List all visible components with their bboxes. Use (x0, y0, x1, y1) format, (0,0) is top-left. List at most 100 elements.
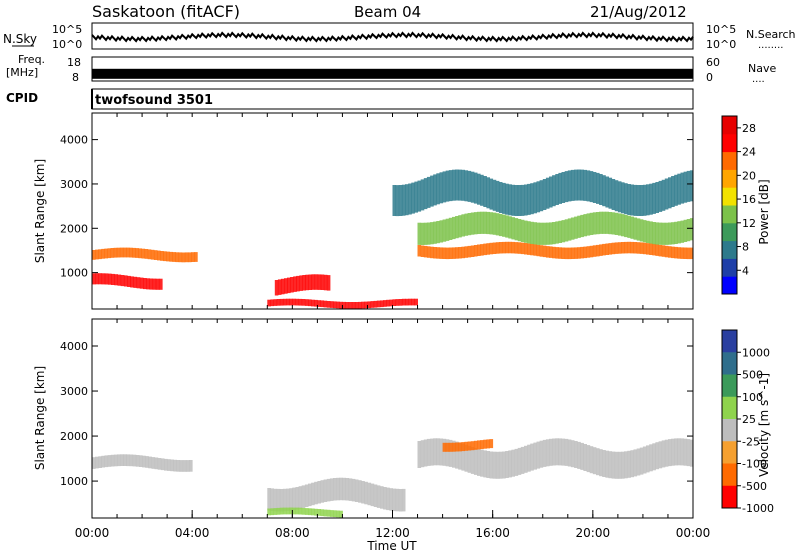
heatmap-cell (642, 184, 647, 216)
heatmap-cell (502, 182, 506, 214)
heatmap-cell (293, 276, 297, 292)
heatmap-cell (464, 444, 469, 472)
heatmap-cell (122, 247, 127, 258)
heatmap-cell (123, 454, 127, 466)
heatmap-cell (304, 299, 309, 306)
heatmap-cell (442, 171, 447, 203)
heatmap-cell (561, 220, 566, 243)
heatmap-cell (533, 244, 537, 256)
heatmap-cell (398, 185, 403, 216)
power-ylabel: Slant Range [km] (33, 159, 47, 263)
heatmap-cell (267, 508, 271, 516)
heatmap-cell (689, 218, 694, 241)
heatmap-cell (417, 441, 422, 468)
heatmap-cell (611, 212, 616, 235)
heatmap-cell (392, 299, 397, 306)
heatmap-cell (311, 508, 315, 516)
heatmap-cell (617, 213, 622, 236)
heatmap-cell (636, 448, 641, 476)
heatmap-cell (680, 220, 685, 243)
heatmap-cell (602, 211, 606, 234)
heatmap-cell (652, 222, 656, 245)
heatmap-cell (361, 301, 365, 309)
heatmap-cell (320, 300, 325, 308)
heatmap-cell (181, 252, 186, 263)
heatmap-cell (455, 441, 459, 469)
heatmap-cell (308, 508, 312, 516)
heatmap-cell (533, 442, 537, 470)
heatmap-cell (279, 298, 284, 306)
heatmap-cell (649, 243, 653, 255)
heatmap-cell (592, 212, 597, 235)
heatmap-cell (533, 182, 537, 214)
heatmap-cell (135, 248, 139, 258)
heatmap-cell (646, 220, 650, 243)
heatmap-cell (439, 247, 444, 259)
colorbar-segment (722, 396, 737, 420)
heatmap-cell (533, 222, 537, 245)
colorbar-tick-label: 16 (742, 193, 756, 206)
heatmap-cell (539, 245, 544, 257)
heatmap-cell (514, 185, 519, 216)
heatmap-cell (311, 274, 316, 290)
heatmap-cell (689, 170, 694, 202)
heatmap-cell (658, 180, 663, 212)
heatmap-cell (655, 244, 659, 256)
heatmap-cell (392, 488, 397, 512)
heatmap-cell (405, 184, 409, 216)
heatmap-cell (473, 245, 478, 257)
heatmap-cell (517, 242, 522, 254)
x-tick-label: 08:00 (275, 526, 310, 540)
heatmap-cell (605, 211, 609, 234)
time-x-axis: 00:00 04:00 08:00 12:00 16:00 20:00 00:00 (75, 113, 710, 540)
heatmap-cell (194, 252, 198, 262)
heatmap-cell (655, 182, 659, 213)
heatmap-cell (430, 438, 434, 466)
heatmap-cell (677, 221, 681, 244)
heatmap-cell (367, 301, 372, 309)
heatmap-cell (323, 300, 328, 308)
heatmap-cell (323, 509, 328, 517)
heatmap-cell (674, 174, 678, 206)
heatmap-cell (589, 212, 594, 235)
heatmap-cell (414, 181, 418, 213)
heatmap-cell (586, 445, 591, 473)
heatmap-cell (433, 438, 437, 466)
heatmap-cell (376, 300, 381, 308)
heatmap-cell (508, 241, 512, 254)
heatmap-cell (339, 301, 343, 309)
heatmap-cell (586, 246, 591, 258)
cpid-label: CPID (6, 91, 38, 105)
heatmap-cell (116, 247, 121, 258)
heatmap-cell (642, 446, 647, 474)
heatmap-cell (689, 247, 694, 260)
heatmap-cell (642, 220, 647, 243)
heatmap-cell (138, 248, 142, 259)
heatmap-cell (126, 247, 130, 258)
heatmap-cell (104, 455, 109, 468)
colorbar-segment (722, 352, 737, 375)
heatmap-cell (611, 451, 616, 479)
heatmap-cell (386, 299, 390, 307)
heatmap-cell (320, 509, 325, 517)
nsearch-tick-top: 10^5 (706, 23, 736, 36)
heatmap-cell (273, 508, 278, 515)
heatmap-cell (680, 172, 685, 204)
colorbar-segment (722, 441, 737, 464)
heatmap-cell (445, 247, 450, 260)
heatmap-cell (680, 247, 685, 259)
heatmap-cell (658, 222, 663, 245)
heatmap-cell (282, 507, 287, 515)
heatmap-cell (107, 455, 112, 467)
heatmap-cell (686, 170, 691, 202)
colorbar-tick-label: 100 (742, 391, 763, 404)
heatmap-cell (142, 455, 146, 468)
heatmap-cell (301, 299, 306, 306)
heatmap-cell (527, 444, 531, 472)
heatmap-cell (480, 174, 484, 206)
heatmap-cell (448, 442, 453, 452)
heatmap-cell (95, 249, 99, 260)
colorbar-tick-label: -1000 (742, 502, 774, 515)
